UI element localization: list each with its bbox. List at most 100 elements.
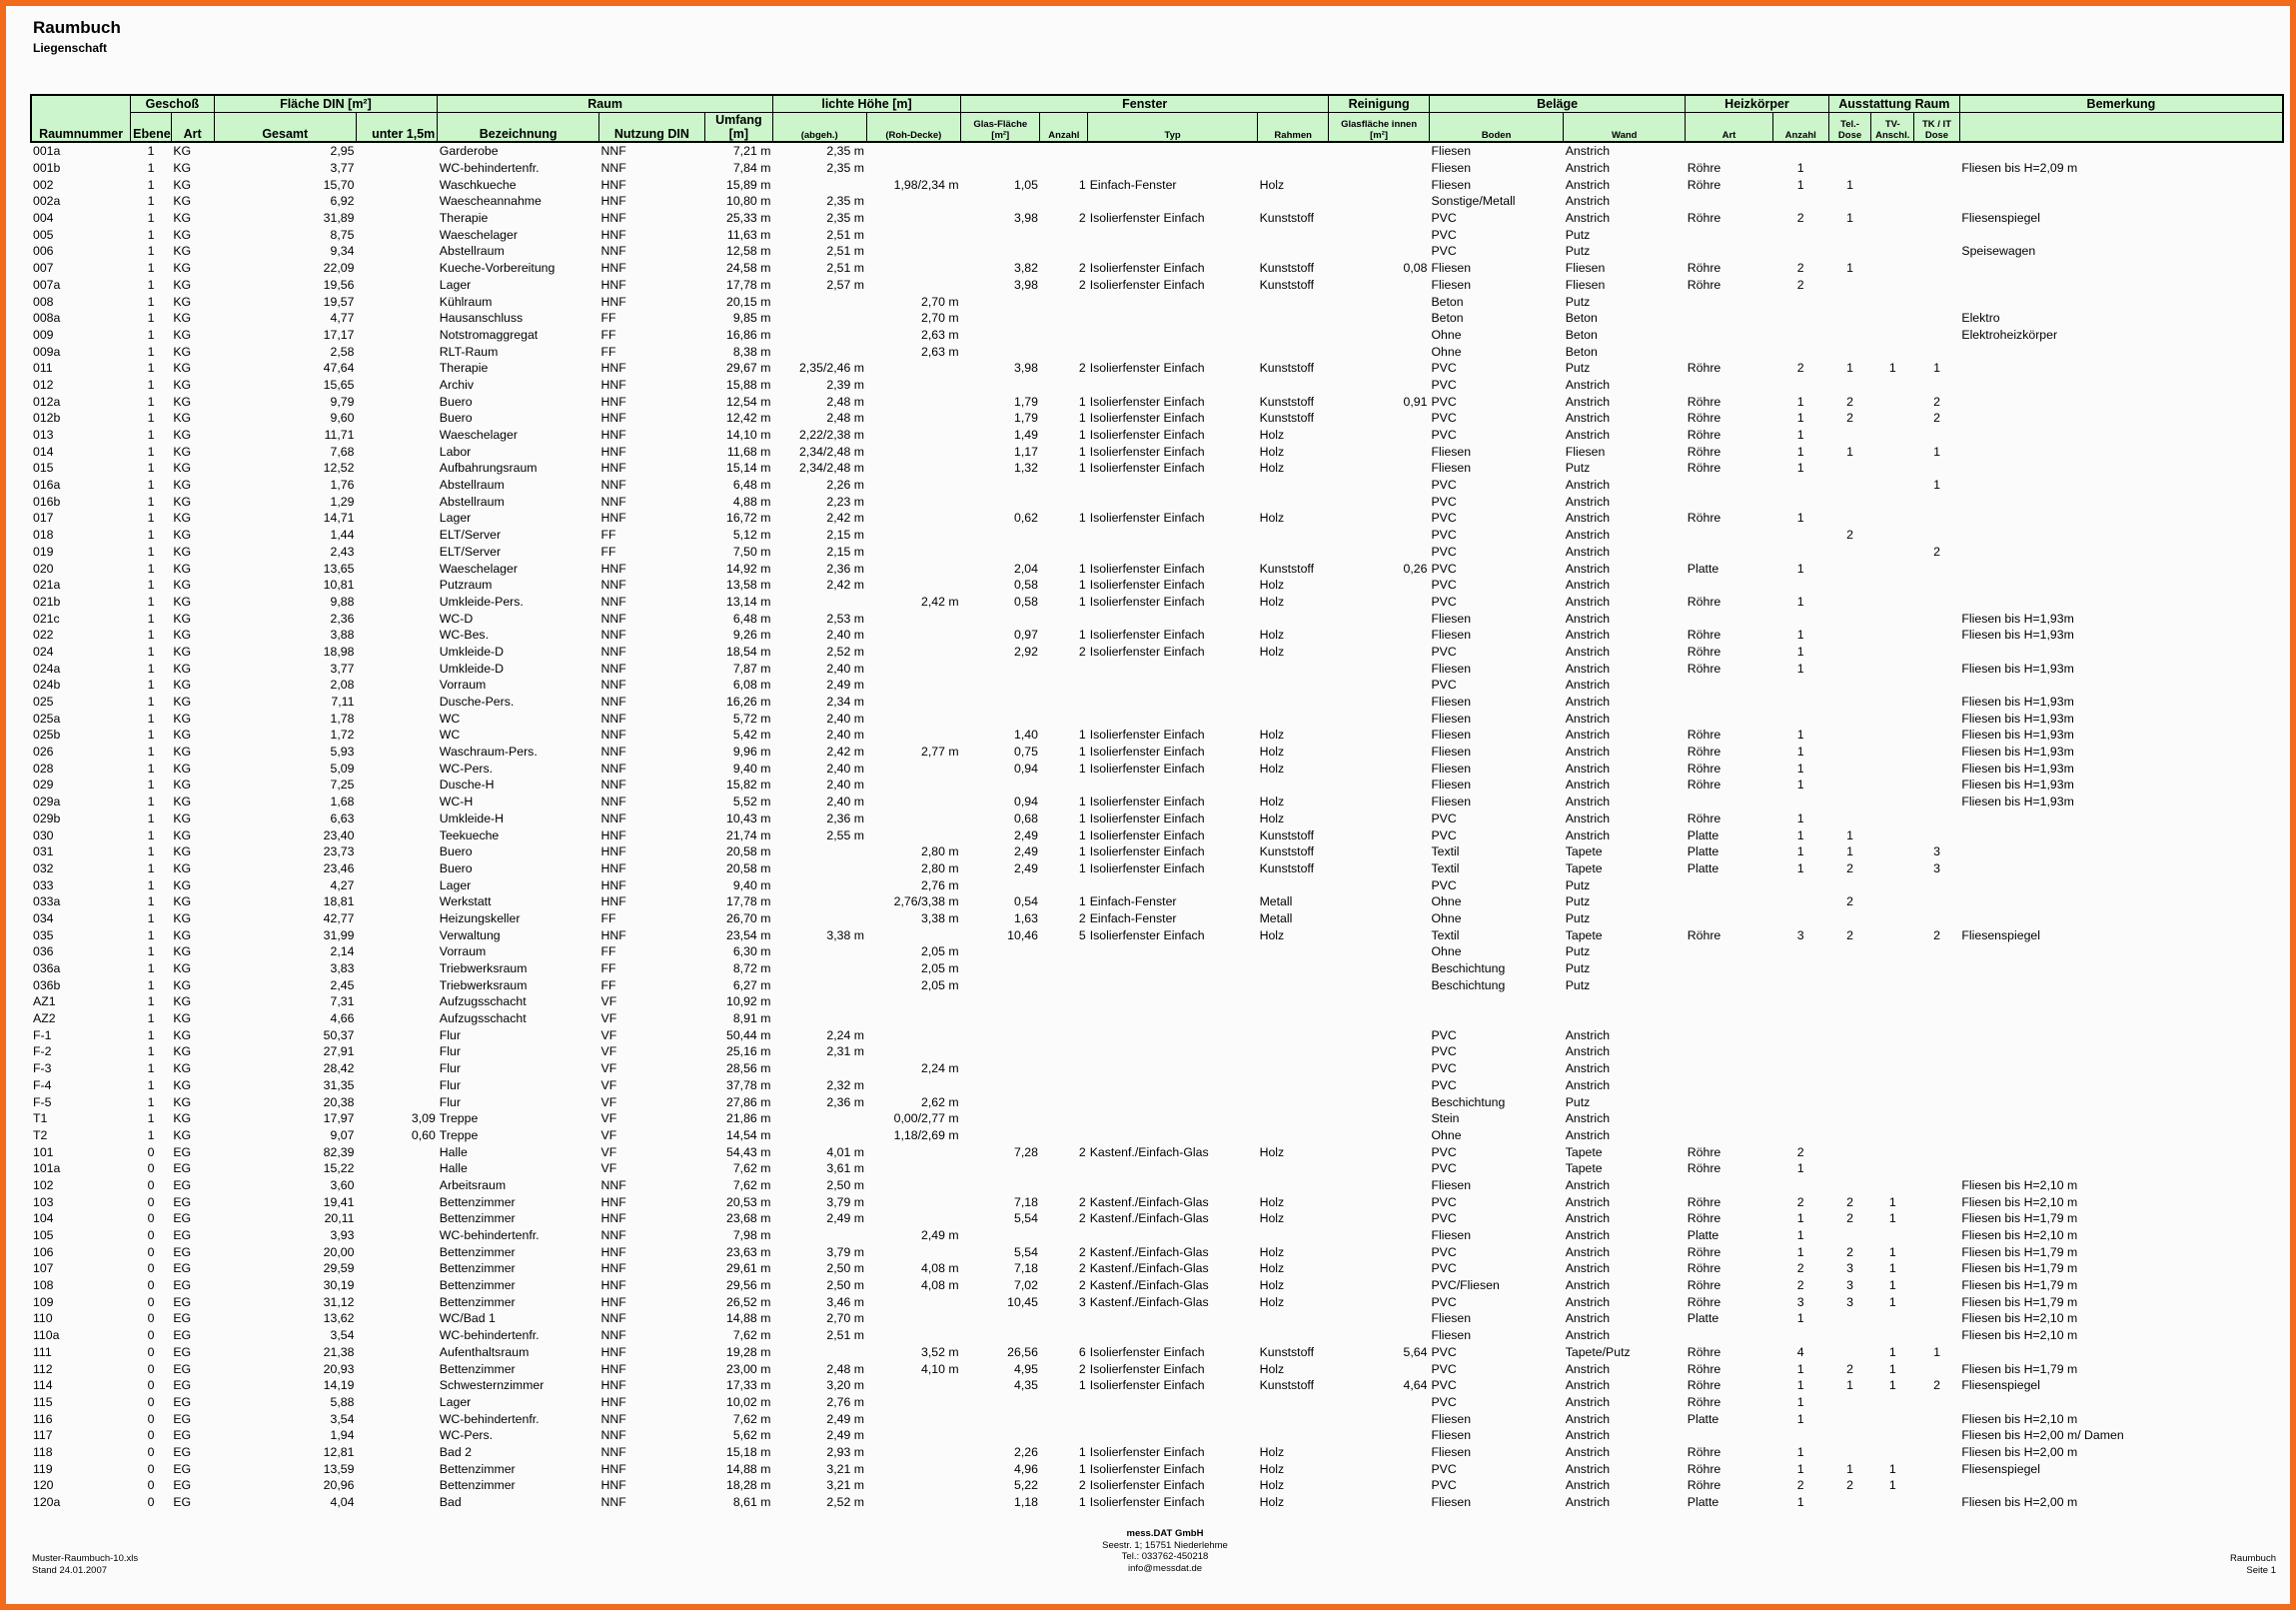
- table-cell: Anstrich: [1565, 661, 1611, 676]
- table-cell: 1: [1078, 810, 1086, 825]
- table-cell: 1: [147, 860, 155, 875]
- table-cell: 10,02 m: [726, 1394, 771, 1409]
- table-cell: Isolierfenster Einfach: [1089, 511, 1205, 526]
- table-cell: Röhre: [1687, 1261, 1722, 1276]
- table-cell: Fliesen bis H=1,93m: [1961, 611, 2074, 626]
- table-cell: [1828, 594, 1871, 611]
- table-cell: [1258, 960, 1329, 977]
- table-cell: [356, 1277, 437, 1294]
- table-cell: 3,20 m: [826, 1378, 864, 1393]
- table-cell: [1329, 1494, 1430, 1511]
- table-cell: [1088, 710, 1258, 727]
- table-cell: [1871, 1427, 1914, 1444]
- table-cell: [772, 843, 866, 860]
- table-cell: HNF: [600, 377, 626, 392]
- table-cell: [1329, 310, 1430, 327]
- table-cell: [356, 226, 437, 243]
- table-cell: VF: [600, 1127, 617, 1142]
- table-cell: [1258, 142, 1329, 160]
- table-cell: 3: [1846, 1294, 1853, 1309]
- table-cell: Ohne: [1431, 894, 1462, 909]
- table-row: 028 1 KG 5,09 WC-Pers. NNF 9,40 m 2,40 m 0,94 1 Is…: [31, 760, 2283, 777]
- table-cell: 25,16 m: [726, 1044, 771, 1059]
- table-cell: 5,54: [1013, 1211, 1038, 1226]
- table-cell: Waescheannahme: [439, 194, 542, 209]
- header-column: Art: [170, 112, 215, 143]
- table-row: 029a 1 KG 1,68 WC-H NNF 5,52 m 2,40 m 0,94 1 Isoli…: [31, 794, 2283, 810]
- table-cell: [1828, 744, 1871, 761]
- table-cell: [1686, 343, 1772, 360]
- table-cell: [772, 860, 866, 877]
- table-cell: Bettenzimmer: [439, 1361, 516, 1376]
- table-cell: [1871, 1494, 1914, 1511]
- table-cell: 1: [1078, 511, 1086, 526]
- table-cell: 4: [1796, 1344, 1804, 1359]
- table-cell: KG: [173, 778, 192, 793]
- table-cell: [1828, 876, 1871, 893]
- table-cell: Einfach-Fenster: [1089, 894, 1177, 909]
- table-cell: 2,45: [330, 977, 355, 992]
- table-cell: WC/Bad 1: [439, 1311, 496, 1326]
- table-cell: 024a: [33, 661, 61, 676]
- table-cell: 1: [147, 194, 155, 209]
- table-cell: [866, 243, 961, 260]
- table-cell: Beschichtung: [1431, 977, 1506, 992]
- table-row: 033a 1 KG 18,81 Werkstatt HNF 17,78 m 2,76/3,38…: [31, 893, 2283, 910]
- table-cell: 026: [33, 745, 54, 760]
- table-cell: [1959, 260, 2283, 277]
- table-cell: [1258, 226, 1329, 243]
- table-cell: [356, 843, 437, 860]
- table-cell: [1914, 493, 1960, 510]
- table-cell: [866, 142, 961, 160]
- table-cell: 022: [33, 628, 54, 643]
- table-cell: [961, 1060, 1040, 1077]
- table-cell: 1: [147, 678, 155, 693]
- table-cell: 20,58 m: [726, 844, 771, 859]
- table-cell: [866, 694, 961, 711]
- table-cell: Flur: [439, 1094, 461, 1109]
- table-cell: KG: [173, 478, 192, 493]
- table-cell: 14,10 m: [726, 428, 771, 443]
- header-column: [1958, 112, 2284, 143]
- table-cell: Anstrich: [1565, 561, 1611, 576]
- table-cell: KG: [173, 311, 192, 326]
- table-cell: 2: [1933, 411, 1940, 426]
- table-cell: KG: [173, 394, 192, 409]
- table-cell: [1959, 876, 2283, 893]
- table-cell: [356, 976, 437, 993]
- table-cell: Isolierfenster Einfach: [1089, 211, 1205, 226]
- table-cell: [866, 1377, 961, 1394]
- table-cell: VF: [600, 1094, 617, 1109]
- table-cell: [356, 1143, 437, 1160]
- table-cell: Buero: [439, 844, 473, 859]
- table-cell: 0,60: [411, 1127, 436, 1142]
- table-cell: [866, 427, 961, 444]
- table-cell: [1686, 577, 1772, 594]
- table-cell: Isolierfenster Einfach: [1089, 594, 1205, 609]
- table-cell: Umkleide-D: [439, 644, 505, 659]
- table-cell: WC-Bes.: [439, 628, 489, 643]
- table-cell: [1772, 1327, 1828, 1344]
- table-cell: [1828, 627, 1871, 644]
- header-column: Glasfläche innen [m²]: [1328, 112, 1430, 143]
- table-cell: Fliesen bis H=2,00 m: [1961, 1495, 2078, 1510]
- table-cell: ELT/Server: [439, 544, 502, 559]
- table-cell: 2,48 m: [826, 411, 864, 426]
- table-cell: [1329, 677, 1430, 694]
- table-cell: [1258, 160, 1329, 177]
- table-cell: [1959, 577, 2283, 594]
- table-cell: [1871, 960, 1914, 977]
- table-cell: 1: [147, 344, 155, 359]
- table-cell: 0: [147, 1294, 155, 1309]
- header-group: Bemerkung: [1958, 94, 2284, 113]
- table-cell: [1329, 694, 1430, 711]
- table-cell: [1871, 1093, 1914, 1110]
- table-cell: Putz: [1565, 961, 1591, 976]
- table-cell: KG: [173, 745, 192, 760]
- table-cell: [356, 794, 437, 810]
- table-cell: Holz: [1259, 1478, 1285, 1493]
- table-cell: Kueche-Vorbereitung: [439, 261, 556, 276]
- table-cell: [961, 1410, 1040, 1427]
- table-cell: Triebwerksraum: [439, 977, 528, 992]
